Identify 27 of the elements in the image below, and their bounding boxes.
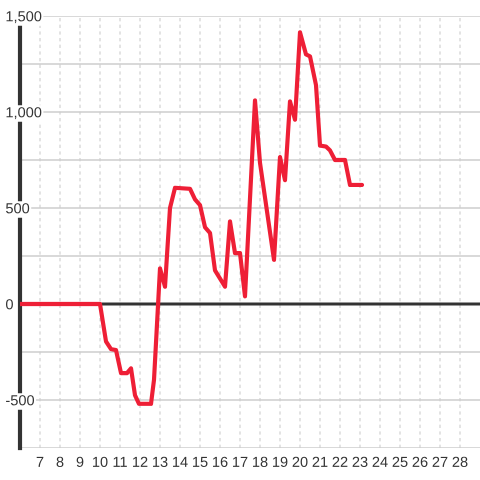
x-tick-label: 27 [432,456,448,467]
x-tick-label: 22 [332,456,348,467]
y-tick-label: 0 [6,299,13,310]
x-tick-label: 23 [352,456,368,468]
x-tick-label: 10 [93,456,108,468]
x-tick-label: 12 [133,456,148,467]
x-tick-label: 28 [452,456,468,468]
x-tick-label: 8 [56,456,64,468]
x-tick-label: 26 [412,456,428,468]
y-tick-label: 1,000 [6,107,42,120]
x-tick-label: 24 [372,456,388,467]
x-tick-label: 14 [173,456,188,467]
x-tick-label: 16 [213,456,228,468]
x-tick-label: 20 [292,456,308,468]
x-tick-label: 7 [36,456,44,467]
x-tick-label: 19 [273,456,288,468]
x-tick-label: 15 [193,456,208,468]
x-tick-label: 9 [76,456,84,468]
x-tick-label: 11 [114,456,127,467]
x-tick-label: 13 [153,456,168,468]
y-tick-label: 1,500 [6,11,42,24]
x-tick-label: 25 [392,456,408,468]
x-tick-label: 17 [233,456,248,467]
x-tick-label: 18 [253,456,268,468]
x-tick-label: 21 [312,456,328,467]
y-tick-label: -500 [6,395,34,406]
y-tick-label: 500 [6,203,30,214]
